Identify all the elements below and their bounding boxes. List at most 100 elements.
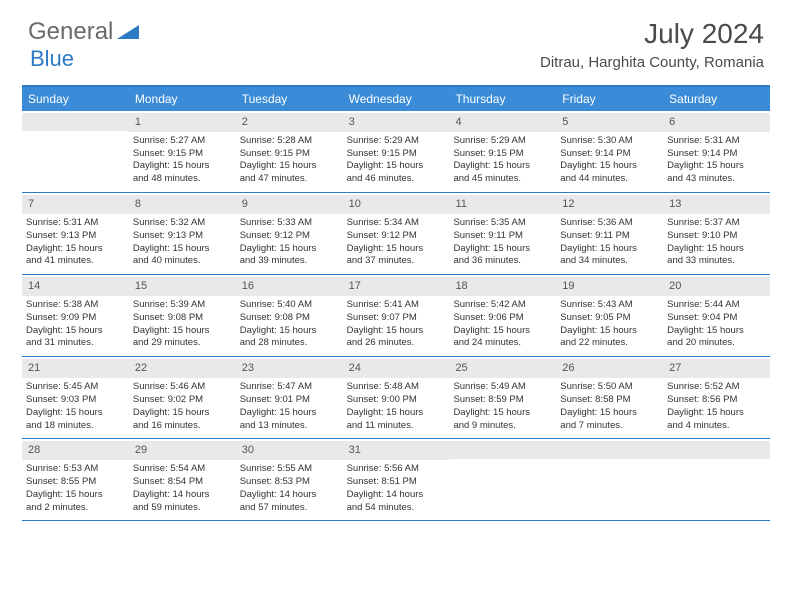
day-number: 11 <box>449 195 556 214</box>
day-info-line: and 4 minutes. <box>667 420 766 433</box>
day-number: 15 <box>129 277 236 296</box>
day-info-line: Daylight: 15 hours <box>667 407 766 420</box>
day-info-line: Sunrise: 5:29 AM <box>347 135 446 148</box>
week-row: 28Sunrise: 5:53 AMSunset: 8:55 PMDayligh… <box>22 439 770 521</box>
day-info-line: Sunrise: 5:49 AM <box>453 381 552 394</box>
day-info-line: Sunset: 9:12 PM <box>240 230 339 243</box>
day-info-line: Sunset: 9:11 PM <box>560 230 659 243</box>
day-info-line: Daylight: 15 hours <box>133 160 232 173</box>
day-cell: 21Sunrise: 5:45 AMSunset: 9:03 PMDayligh… <box>22 357 129 438</box>
day-cell: 2Sunrise: 5:28 AMSunset: 9:15 PMDaylight… <box>236 111 343 192</box>
day-number: 3 <box>343 113 450 132</box>
day-info-line: Daylight: 15 hours <box>347 160 446 173</box>
day-info-line: Sunrise: 5:46 AM <box>133 381 232 394</box>
day-info-line: and 16 minutes. <box>133 420 232 433</box>
day-info-line: Sunrise: 5:35 AM <box>453 217 552 230</box>
week-row: 7Sunrise: 5:31 AMSunset: 9:13 PMDaylight… <box>22 193 770 275</box>
day-info-line: Sunset: 8:51 PM <box>347 476 446 489</box>
day-info-line: Sunrise: 5:30 AM <box>560 135 659 148</box>
day-info-line: Sunset: 9:13 PM <box>133 230 232 243</box>
day-info-line: Daylight: 15 hours <box>240 160 339 173</box>
day-info-line: and 13 minutes. <box>240 420 339 433</box>
day-number: 9 <box>236 195 343 214</box>
day-info-line: and 43 minutes. <box>667 173 766 186</box>
day-info-line: Sunset: 9:15 PM <box>240 148 339 161</box>
location-label: Ditrau, Harghita County, Romania <box>540 54 764 71</box>
day-info-line: Sunset: 9:15 PM <box>133 148 232 161</box>
day-info-line: Sunrise: 5:39 AM <box>133 299 232 312</box>
day-info-line: and 44 minutes. <box>560 173 659 186</box>
day-info-line: Sunrise: 5:52 AM <box>667 381 766 394</box>
day-info-line: and 47 minutes. <box>240 173 339 186</box>
day-info-line: and 2 minutes. <box>26 502 125 515</box>
day-info-line: and 46 minutes. <box>347 173 446 186</box>
calendar: SundayMondayTuesdayWednesdayThursdayFrid… <box>22 85 770 521</box>
day-info-line: Sunrise: 5:44 AM <box>667 299 766 312</box>
day-info-line: Sunset: 9:15 PM <box>347 148 446 161</box>
week-row: 1Sunrise: 5:27 AMSunset: 9:15 PMDaylight… <box>22 111 770 193</box>
day-info-line: Daylight: 15 hours <box>453 325 552 338</box>
week-row: 21Sunrise: 5:45 AMSunset: 9:03 PMDayligh… <box>22 357 770 439</box>
day-cell <box>22 111 129 192</box>
day-cell: 29Sunrise: 5:54 AMSunset: 8:54 PMDayligh… <box>129 439 236 520</box>
day-cell: 3 Sunrise: 5:29 AMSunset: 9:15 PMDaylight… <box>343 111 450 192</box>
day-cell: 20Sunrise: 5:44 AMSunset: 9:04 PMDayligh… <box>663 275 770 356</box>
day-cell: 8Sunrise: 5:32 AMSunset: 9:13 PMDaylight… <box>129 193 236 274</box>
day-number <box>449 441 556 459</box>
day-cell: 25Sunrise: 5:49 AMSunset: 8:59 PMDayligh… <box>449 357 556 438</box>
day-info-line: Daylight: 15 hours <box>133 407 232 420</box>
day-cell: 4Sunrise: 5:29 AMSunset: 9:15 PMDaylight… <box>449 111 556 192</box>
day-cell: 12Sunrise: 5:36 AMSunset: 9:11 PMDayligh… <box>556 193 663 274</box>
day-cell <box>449 439 556 520</box>
day-info-line: Sunset: 8:54 PM <box>133 476 232 489</box>
day-info-line: and 54 minutes. <box>347 502 446 515</box>
logo: General <box>28 18 139 46</box>
day-info-line: Sunrise: 5:32 AM <box>133 217 232 230</box>
day-cell: 14Sunrise: 5:38 AMSunset: 9:09 PMDayligh… <box>22 275 129 356</box>
day-info-line: Daylight: 15 hours <box>26 243 125 256</box>
day-number: 7 <box>22 195 129 214</box>
day-info-line: and 31 minutes. <box>26 337 125 350</box>
day-cell: 27Sunrise: 5:52 AMSunset: 8:56 PMDayligh… <box>663 357 770 438</box>
day-info-line: and 59 minutes. <box>133 502 232 515</box>
day-info-line: and 24 minutes. <box>453 337 552 350</box>
day-info-line: and 36 minutes. <box>453 255 552 268</box>
weekday-wednesday: Wednesday <box>343 87 450 111</box>
day-info-line: Sunset: 9:14 PM <box>667 148 766 161</box>
day-info-line: Sunset: 9:07 PM <box>347 312 446 325</box>
weekday-sunday: Sunday <box>22 87 129 111</box>
weekday-monday: Monday <box>129 87 236 111</box>
day-info-line: Sunrise: 5:56 AM <box>347 463 446 476</box>
day-info-line: Sunrise: 5:27 AM <box>133 135 232 148</box>
day-cell: 1 Sunrise: 5:27 AMSunset: 9:15 PMDaylight… <box>129 111 236 192</box>
day-cell: 10Sunrise: 5:34 AMSunset: 9:12 PMDayligh… <box>343 193 450 274</box>
day-info-line: Sunrise: 5:31 AM <box>667 135 766 148</box>
weekday-friday: Friday <box>556 87 663 111</box>
day-cell: 30Sunrise: 5:55 AMSunset: 8:53 PMDayligh… <box>236 439 343 520</box>
day-info-line: Daylight: 15 hours <box>240 325 339 338</box>
day-number: 25 <box>449 359 556 378</box>
day-info-line: Daylight: 15 hours <box>453 243 552 256</box>
day-number: 26 <box>556 359 663 378</box>
day-info-line: Sunset: 9:06 PM <box>453 312 552 325</box>
day-info-line: Sunset: 8:56 PM <box>667 394 766 407</box>
day-info-line: Sunrise: 5:37 AM <box>667 217 766 230</box>
day-info-line: Sunrise: 5:45 AM <box>26 381 125 394</box>
day-info-line: Daylight: 15 hours <box>560 243 659 256</box>
day-cell: 6Sunrise: 5:31 AMSunset: 9:14 PMDaylight… <box>663 111 770 192</box>
day-number: 18 <box>449 277 556 296</box>
day-info-line: Sunset: 9:04 PM <box>667 312 766 325</box>
day-info-line: and 7 minutes. <box>560 420 659 433</box>
day-info-line: Daylight: 15 hours <box>453 407 552 420</box>
day-info-line: Sunrise: 5:42 AM <box>453 299 552 312</box>
day-info-line: Daylight: 15 hours <box>347 325 446 338</box>
day-number: 13 <box>663 195 770 214</box>
day-info-line: and 9 minutes. <box>453 420 552 433</box>
day-info-line: Sunset: 8:58 PM <box>560 394 659 407</box>
header: General July 2024 Ditrau, Harghita Count… <box>0 0 792 77</box>
day-number: 16 <box>236 277 343 296</box>
day-cell: 28Sunrise: 5:53 AMSunset: 8:55 PMDayligh… <box>22 439 129 520</box>
day-number: 1 <box>129 113 236 132</box>
title-block: July 2024 Ditrau, Harghita County, Roman… <box>540 18 764 71</box>
day-cell: 13Sunrise: 5:37 AMSunset: 9:10 PMDayligh… <box>663 193 770 274</box>
